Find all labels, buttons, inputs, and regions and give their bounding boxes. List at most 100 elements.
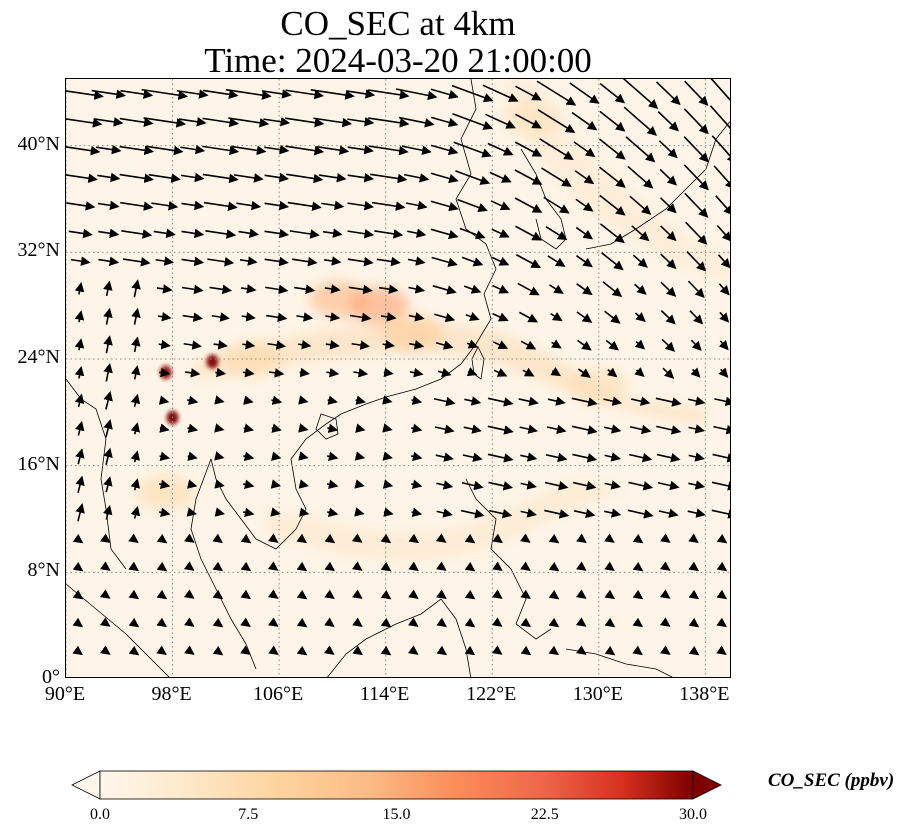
wind-arrow: [225, 88, 272, 100]
wind-arrow: [514, 141, 543, 157]
lat-tick-label: 40°N: [17, 132, 60, 155]
wind-arrow: [352, 589, 363, 599]
wind-arrow: [243, 451, 255, 461]
wind-arrow: [72, 645, 83, 656]
coastline-indochina: [210, 423, 327, 550]
wind-arrow: [158, 507, 171, 518]
wind-arrow: [575, 589, 587, 599]
wind-arrow: [569, 82, 600, 104]
wind-arrow: [632, 254, 648, 268]
wind-arrow: [709, 105, 730, 138]
wind-arrow: [355, 395, 366, 405]
wind-arrow: [515, 113, 542, 129]
wind-arrow: [120, 89, 154, 99]
wind-arrow: [296, 561, 308, 572]
wind-arrow: [380, 617, 392, 628]
wind-arrow: [240, 589, 252, 600]
wind-arrow: [347, 256, 374, 267]
wind-arrow: [202, 89, 239, 100]
wind-arrow: [380, 533, 392, 544]
wind-arrow: [461, 480, 484, 491]
wind-arrow: [711, 135, 730, 164]
wind-arrow: [324, 256, 342, 266]
coastline-sumatra: [66, 583, 170, 677]
wind-arrow: [95, 144, 122, 155]
wind-arrow: [604, 533, 615, 543]
wind-arrow: [382, 423, 393, 433]
wind-arrow: [631, 396, 651, 406]
wind-arrow: [97, 172, 121, 183]
wind-arrow: [98, 256, 120, 266]
wind-arrow: [215, 367, 227, 378]
wind-arrow: [411, 479, 423, 490]
wind-arrow: [659, 168, 677, 186]
wind-arrow: [122, 257, 151, 267]
wind-arrow: [606, 367, 618, 378]
wind-arrow: [489, 508, 513, 519]
colorbar-tick-label: 22.5: [530, 806, 559, 823]
wind-arrow: [466, 339, 479, 349]
wind-arrow: [181, 256, 205, 267]
wind-arrow: [187, 395, 199, 406]
wind-arrow: [630, 424, 652, 435]
wind-arrow: [347, 200, 375, 211]
wind-arrow: [72, 561, 84, 572]
wind-arrow: [686, 251, 707, 272]
wind-arrow: [683, 108, 709, 135]
wind-arrow: [130, 450, 140, 463]
wind-arrow: [376, 256, 401, 267]
wind-arrow: [632, 589, 644, 600]
wind-arrow: [575, 617, 587, 627]
wind-arrow: [327, 395, 338, 405]
wind-arrow: [514, 169, 543, 185]
wind-arrow: [410, 451, 423, 462]
wind-arrow: [547, 255, 566, 267]
wind-arrow: [327, 423, 339, 433]
wind-arrow: [660, 253, 677, 270]
wind-arrow: [131, 279, 141, 298]
wind-arrow: [267, 533, 279, 543]
wind-arrow: [265, 284, 289, 295]
wind-arrow: [268, 617, 279, 627]
wind-arrow: [183, 589, 195, 599]
wind-arrow: [261, 89, 292, 99]
wind-arrow: [184, 368, 201, 378]
wind-arrow: [380, 312, 397, 322]
wind-arrow: [213, 340, 228, 350]
wind-arrow: [545, 226, 568, 241]
lat-tick-label: 8°N: [27, 559, 60, 582]
wind-arrow: [687, 280, 705, 299]
wind-arrow: [324, 589, 335, 600]
wind-arrow: [383, 367, 394, 378]
wind-arrow: [271, 423, 282, 433]
wind-arrow: [267, 589, 279, 599]
colorbar-tick-label: 30.0: [679, 806, 707, 823]
wind-arrow: [408, 533, 420, 544]
wind-arrow: [211, 312, 230, 322]
wind-arrow: [493, 368, 508, 377]
wind-arrow: [657, 480, 680, 491]
wind-arrow: [178, 117, 207, 127]
wind-arrow: [712, 453, 730, 463]
wind-arrow: [604, 310, 621, 324]
wind-arrow: [714, 396, 730, 407]
wind-arrow: [325, 339, 340, 350]
wind-arrow: [688, 561, 699, 572]
wind-arrow: [187, 423, 199, 433]
wind-arrow: [520, 508, 537, 518]
wind-arrow: [599, 194, 626, 216]
wind-arrow: [231, 145, 267, 156]
wind-arrow: [184, 533, 195, 543]
wind-arrow: [267, 561, 279, 571]
wind-arrow: [299, 367, 310, 378]
wind-arrow: [298, 395, 309, 405]
wind-arrow: [687, 508, 706, 518]
wind-arrow: [351, 561, 363, 571]
wind-arrow: [184, 645, 195, 655]
wind-arrow: [159, 479, 171, 490]
wind-arrow: [382, 451, 393, 461]
wind-arrow: [264, 256, 289, 267]
wind-arrow: [411, 395, 423, 405]
wind-arrow: [404, 173, 430, 183]
wind-arrow: [719, 311, 730, 323]
